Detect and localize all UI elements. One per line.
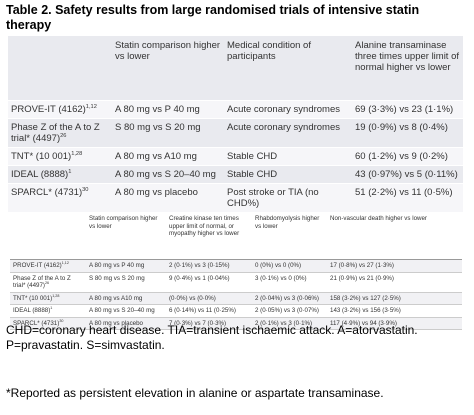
abbreviation-note: CHD=coronary heart disease. TIA=transien… — [6, 323, 418, 352]
header-cell: Statin comparison higher vs lower — [112, 36, 224, 101]
data-cell: S 80 mg vs S 20 mg — [112, 118, 224, 148]
data-cell: S 80 mg vs S 20 mg — [86, 272, 166, 293]
data-cell: 6 (0·14%) vs 11 (0·25%) — [166, 304, 252, 318]
data-cell: 2 (0·1%) vs 3 (0·1%) — [252, 317, 327, 330]
data-cell: 19 (0·9%) vs 8 (0·4%) — [352, 118, 463, 148]
data-cell: 2 (0·1%) vs 3 (0·15%) — [166, 259, 252, 273]
header-cell: Statin comparison higher vs lower — [86, 212, 166, 260]
data-cell: 60 (1·2%) vs 9 (0·2%) — [352, 147, 463, 166]
data-row: PROVE-IT (4162)1,12 A 80 mg vs P 40 mg Acu… — [8, 100, 463, 119]
data-cell: A 80 mg vs S 20–40 mg — [86, 304, 166, 318]
data-row: Phase Z of the A to Z trial* (4497)26 S 8… — [8, 118, 463, 148]
reference: 30 — [59, 318, 64, 323]
header-cell — [8, 36, 112, 101]
reference: 1,12 — [85, 103, 97, 110]
data-cell: 51 (2·2%) vs 11 (0·5%) — [352, 183, 463, 212]
study-cell: IDEAL (8888)1 — [8, 165, 112, 184]
reference: 1 — [50, 305, 53, 310]
muscle-death-table: Statin comparison higher vs lower Creatin… — [10, 212, 462, 330]
reference: 30 — [82, 186, 89, 193]
study-cell: Phase Z of the A to Z trial* (4497)26 — [10, 272, 86, 293]
table-head: Statin comparison higher vs lower Creatin… — [10, 212, 462, 260]
header-row: Statin comparison higher vs lower Medical… — [8, 36, 463, 101]
table-head: Statin comparison higher vs lower Medical… — [8, 36, 463, 101]
data-cell: A 80 mg vs placebo — [86, 317, 166, 330]
data-cell: 2 (0·04%) vs 3 (0·06%) — [252, 292, 327, 305]
data-cell: Stable CHD — [224, 147, 352, 166]
study-cell: IDEAL (8888)1 — [10, 304, 86, 318]
data-cell: Stable CHD — [224, 165, 352, 184]
study-cell: PROVE-IT (4162)1,12 — [8, 100, 112, 119]
data-row: SPARCL* (4731)30 A 80 mg vs placebo Post s… — [8, 183, 463, 212]
data-cell: A 80 mg vs P 40 mg — [86, 259, 166, 273]
data-row: TNT* (10 001)1,28 A 80 mg vs A10 mg Stable… — [8, 147, 463, 166]
data-cell: 2 (0·05%) vs 3 (0·07%) — [252, 304, 327, 318]
study-cell: SPARCL* (4731)30 — [8, 183, 112, 212]
data-row: Phase Z of the A to Z trial* (4497)26 S 8… — [10, 272, 462, 293]
data-row: IDEAL (8888)1 A 80 mg vs S 20–40 mg Stable… — [8, 165, 463, 184]
asterisk-note: *Reported as persistent elevation in ala… — [6, 386, 384, 400]
reference: 1,28 — [71, 150, 83, 157]
data-row: SPARCL* (4731)30 A 80 mg vs placebo 7 (0·3… — [10, 317, 462, 330]
data-cell: A 80 mg vs placebo — [112, 183, 224, 212]
data-cell: 7 (0·3%) vs 7 (0·3%) — [166, 317, 252, 330]
table-title: Table 2. Safety results from large rando… — [6, 3, 420, 32]
data-cell: 17 (0·8%) vs 27 (1·3%) — [327, 259, 462, 273]
data-cell: A 80 mg vs P 40 mg — [112, 100, 224, 119]
data-row: IDEAL (8888)1 A 80 mg vs S 20–40 mg 6 (0·1… — [10, 304, 462, 318]
study-cell: PROVE-IT (4162)1,12 — [10, 259, 86, 273]
study-name: Phase Z of the A to Z trial* (4497) — [11, 122, 100, 144]
study-name: TNT* (10 001) — [11, 151, 72, 162]
study-cell: SPARCL* (4731)30 — [10, 317, 86, 330]
study-cell: TNT* (10 001)1,28 — [10, 292, 86, 305]
table-body: PROVE-IT (4162)1,12 A 80 mg vs P 40 mg 2 (… — [10, 259, 462, 330]
data-row: PROVE-IT (4162)1,12 A 80 mg vs P 40 mg 2 (… — [10, 259, 462, 273]
data-cell: Acute coronary syndromes — [224, 100, 352, 119]
data-cell: A 80 mg vs A10 mg — [112, 147, 224, 166]
header-cell: Non-vascular death higher vs lower — [327, 212, 462, 260]
reference: 1,12 — [61, 260, 69, 265]
data-cell: Post stroke or TIA (no CHD%) — [224, 183, 352, 212]
header-cell: Rhabdomyolysis higher vs lower — [252, 212, 327, 260]
data-cell: (0·0%) vs (0·0%) — [166, 292, 252, 305]
study-name: Phase Z of the A to Z trial* (4497) — [13, 274, 71, 290]
data-cell: A 80 mg vs S 20–40 mg — [112, 165, 224, 184]
data-row: TNT* (10 001)1,28 A 80 mg vs A10 mg (0·0%)… — [10, 292, 462, 305]
data-cell: 0 (0%) vs 0 (0%) — [252, 259, 327, 273]
study-name: IDEAL (8888) — [11, 169, 69, 180]
study-name: TNT* (10 001) — [13, 294, 53, 302]
header-cell — [10, 212, 86, 260]
study-name: IDEAL (8888) — [13, 307, 51, 314]
data-cell: A 80 mg vs A10 mg — [86, 292, 166, 305]
reference: 26 — [60, 132, 67, 139]
data-cell: 117 (4·9%) vs 94 (3·9%) — [327, 317, 462, 330]
data-cell: Acute coronary syndromes — [224, 118, 352, 148]
study-cell: Phase Z of the A to Z trial* (4497)26 — [8, 118, 112, 148]
header-cell: Alanine transaminase three times upper l… — [352, 36, 463, 101]
table-body: PROVE-IT (4162)1,12 A 80 mg vs P 40 mg Acu… — [8, 100, 463, 212]
study-name: PROVE-IT (4162) — [13, 262, 62, 269]
data-cell: 21 (0·9%) vs 21 (0·9%) — [327, 272, 462, 293]
study-cell: TNT* (10 001)1,28 — [8, 147, 112, 166]
study-name: PROVE-IT (4162) — [11, 104, 86, 115]
data-cell: 69 (3·3%) vs 23 (1·1%) — [352, 100, 463, 119]
data-cell: 158 (3·2%) vs 127 (2·5%) — [327, 292, 462, 305]
reference: 1 — [68, 168, 72, 175]
reference: 1,28 — [52, 293, 60, 298]
alanine-table: Statin comparison higher vs lower Medical… — [8, 36, 463, 212]
header-row: Statin comparison higher vs lower Creatin… — [10, 212, 462, 260]
data-cell: 3 (0·1%) vs 0 (0%) — [252, 272, 327, 293]
data-cell: 43 (0·97%) vs 5 (0·11%) — [352, 165, 463, 184]
data-cell: 9 (0·4%) vs 1 (0·04%) — [166, 272, 252, 293]
header-cell: Medical condition of participants — [224, 36, 352, 101]
study-name: SPARCL* (4731) — [13, 319, 60, 327]
study-name: SPARCL* (4731) — [11, 187, 83, 198]
data-cell: 143 (3·2%) vs 156 (3·5%) — [327, 304, 462, 318]
reference: 26 — [44, 280, 50, 285]
header-cell: Creatine kinase ten times upper limit of… — [166, 212, 252, 260]
